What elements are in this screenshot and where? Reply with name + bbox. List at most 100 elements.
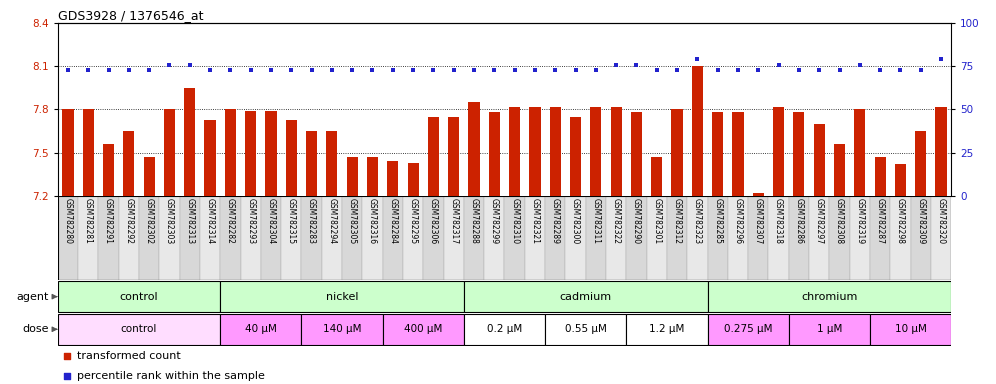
Bar (586, 196, 606, 280)
Bar (468, 102, 480, 196)
Point (182, 61, 198, 68)
Text: control: control (121, 324, 157, 334)
Bar (286, 119, 297, 196)
Point (384, 67, 400, 73)
Point (811, 67, 827, 73)
Text: GSM782284: GSM782284 (388, 199, 397, 244)
Bar (124, 131, 134, 196)
Point (121, 67, 136, 73)
Bar (894, 164, 906, 196)
Bar (505, 196, 525, 280)
Text: chromium: chromium (801, 291, 858, 302)
Text: control: control (120, 291, 158, 302)
Bar (509, 107, 520, 196)
Bar (789, 196, 809, 280)
Bar (240, 196, 261, 280)
Bar (692, 66, 703, 196)
Bar (566, 196, 586, 280)
Point (568, 67, 584, 73)
Bar (407, 163, 418, 196)
Bar (651, 157, 662, 196)
Bar (179, 196, 200, 280)
Bar (667, 196, 687, 280)
Point (466, 67, 482, 73)
Bar (525, 196, 545, 280)
Bar (611, 107, 622, 196)
Bar (58, 281, 220, 312)
Bar (302, 196, 322, 280)
Text: GSM782285: GSM782285 (713, 199, 722, 244)
Bar (830, 196, 850, 280)
Bar (200, 196, 220, 280)
Bar (184, 88, 195, 196)
Bar (327, 131, 338, 196)
Text: 40 μM: 40 μM (245, 324, 277, 334)
Text: GSM782305: GSM782305 (348, 199, 357, 245)
Bar (204, 119, 216, 196)
Bar (545, 196, 566, 280)
Bar (347, 157, 358, 196)
Text: GSM782317: GSM782317 (449, 199, 458, 245)
Point (446, 67, 462, 73)
Bar (464, 281, 707, 312)
Point (425, 67, 441, 73)
Bar (712, 113, 723, 196)
Bar (63, 109, 74, 196)
Bar (630, 113, 642, 196)
Bar (220, 281, 464, 312)
Bar (306, 131, 317, 196)
Point (669, 67, 685, 73)
Text: GSM782308: GSM782308 (835, 199, 844, 245)
Bar (448, 117, 459, 196)
Bar (423, 196, 443, 280)
Point (689, 56, 705, 63)
Point (60, 67, 76, 73)
Bar (220, 314, 302, 345)
Bar (78, 196, 99, 280)
Bar (363, 196, 382, 280)
Text: 0.2 μM: 0.2 μM (487, 324, 522, 334)
Bar (443, 196, 464, 280)
Bar (403, 196, 423, 280)
Bar (529, 107, 541, 196)
Bar (322, 196, 342, 280)
Point (222, 67, 238, 73)
Point (609, 61, 624, 68)
Bar (732, 113, 744, 196)
Bar (464, 314, 545, 345)
Text: 1.2 μM: 1.2 μM (649, 324, 684, 334)
Text: GSM782321: GSM782321 (531, 199, 540, 244)
Text: GSM782292: GSM782292 (124, 199, 133, 244)
Bar (382, 314, 464, 345)
Bar (302, 314, 382, 345)
Bar (382, 196, 403, 280)
Bar (464, 196, 484, 280)
Bar (220, 196, 240, 280)
Bar (164, 109, 175, 196)
Bar (58, 314, 220, 345)
Text: GSM782301: GSM782301 (652, 199, 661, 245)
Bar (387, 161, 398, 196)
Point (750, 67, 766, 73)
Bar (591, 107, 602, 196)
Bar (834, 144, 845, 196)
Text: 0.275 μM: 0.275 μM (724, 324, 772, 334)
Point (141, 67, 157, 73)
Point (832, 67, 848, 73)
Point (628, 61, 644, 68)
Bar (707, 196, 728, 280)
Text: GSM782318: GSM782318 (774, 199, 783, 244)
Text: GSM782293: GSM782293 (246, 199, 255, 245)
Bar (139, 196, 159, 280)
Point (791, 67, 807, 73)
Point (547, 67, 563, 73)
Point (486, 67, 502, 73)
Bar (119, 196, 139, 280)
Text: GSM782280: GSM782280 (64, 199, 73, 244)
Text: GSM782282: GSM782282 (226, 199, 235, 244)
Point (892, 67, 908, 73)
Text: GSM782307: GSM782307 (754, 199, 763, 245)
Text: GSM782310: GSM782310 (510, 199, 519, 245)
Point (304, 67, 320, 73)
Bar (874, 157, 885, 196)
